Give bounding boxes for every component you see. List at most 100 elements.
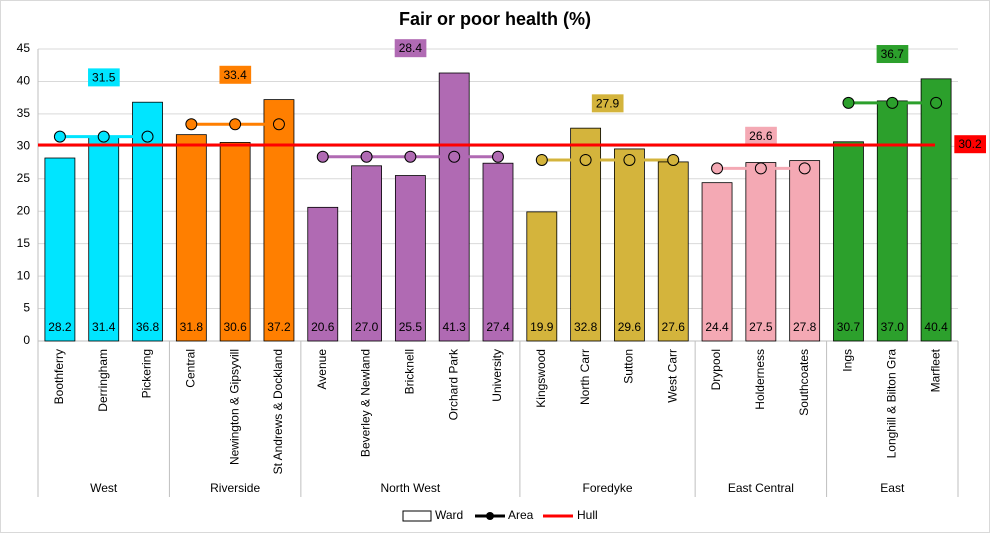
- value-label: 31.4: [92, 320, 116, 334]
- area-point: [492, 150, 504, 163]
- group-label: Riverside: [210, 481, 260, 495]
- bar: [88, 136, 120, 342]
- x-tick-label: St Andrews & Dockland: [271, 349, 285, 474]
- group-label: West: [90, 481, 118, 495]
- value-label: 30.6: [223, 320, 247, 334]
- legend-label: Hull: [577, 508, 598, 522]
- area-label-box: [745, 126, 777, 145]
- area-point: [711, 162, 724, 175]
- x-tick-label: West Carr: [665, 349, 679, 403]
- value-label: 41.3: [443, 320, 467, 334]
- y-tick-label: 45: [17, 41, 31, 55]
- value-label: 30.7: [837, 320, 861, 334]
- area-label-box: [591, 94, 624, 113]
- y-tick-label: 5: [23, 301, 30, 315]
- bar: [833, 141, 864, 342]
- value-label: 19.9: [530, 320, 554, 334]
- value-label: 27.4: [486, 320, 510, 334]
- legend-label: Area: [508, 508, 534, 522]
- x-tick-label: Ings: [841, 349, 855, 372]
- bar: [657, 161, 689, 342]
- legend-label: Ward: [435, 508, 463, 522]
- bar: [745, 162, 777, 342]
- bar: [307, 206, 339, 342]
- bar: [132, 101, 163, 342]
- bar: [789, 160, 821, 342]
- group-label: North West: [380, 481, 440, 495]
- x-tick-label: Newington & Gipsyvill: [227, 349, 241, 465]
- x-tick-label: Sutton: [622, 349, 636, 384]
- x-tick-label: Central: [184, 349, 198, 388]
- value-label: 31.8: [180, 320, 204, 334]
- value-label: 24.4: [705, 320, 729, 334]
- area-point: [316, 150, 329, 163]
- x-tick-label: North Carr: [578, 349, 592, 405]
- value-label: 27.0: [355, 320, 379, 334]
- x-tick-label: Avenue: [315, 349, 329, 390]
- x-tick-label: Drypool: [709, 349, 723, 390]
- area-point: [798, 162, 811, 175]
- hull-label-box: [954, 135, 987, 154]
- value-label: 29.6: [618, 320, 642, 334]
- bar: [219, 142, 251, 342]
- value-label: 20.6: [311, 320, 335, 334]
- legend-swatch: [486, 512, 494, 520]
- y-tick-label: 25: [17, 171, 31, 185]
- area-point: [360, 150, 373, 163]
- area-label-box: [219, 65, 252, 84]
- y-tick-label: 30: [17, 139, 31, 153]
- x-tick-label: Kingswood: [534, 349, 548, 408]
- area-point: [53, 130, 66, 143]
- value-label: 27.8: [793, 320, 817, 334]
- area-label: 31.5: [92, 70, 116, 84]
- value-label: 37.0: [881, 320, 905, 334]
- area-label: 26.6: [749, 129, 773, 143]
- area-point: [842, 96, 855, 109]
- bar: [701, 182, 733, 342]
- group-label: East: [880, 481, 905, 495]
- value-label: 28.2: [48, 320, 72, 334]
- x-tick-label: Longhill & Bilton Gra: [884, 349, 898, 459]
- chart-title: Fair or poor health (%): [399, 9, 591, 29]
- area-point: [448, 150, 461, 163]
- value-label: 27.5: [749, 320, 773, 334]
- bar: [482, 162, 514, 342]
- area-label: 28.4: [399, 41, 423, 55]
- area-label-box: [876, 45, 909, 64]
- y-tick-label: 0: [23, 333, 30, 347]
- x-tick-label: Orchard Park: [446, 348, 460, 420]
- x-tick-label: Bricknell: [403, 349, 417, 394]
- value-label: 37.2: [267, 320, 291, 334]
- bar: [44, 157, 76, 342]
- value-label: 32.8: [574, 320, 598, 334]
- area-point: [185, 118, 198, 131]
- area-label-box: [394, 39, 427, 58]
- area-point: [930, 96, 943, 109]
- bar: [263, 99, 295, 342]
- area-point: [579, 153, 592, 166]
- area-point: [667, 153, 680, 166]
- area-label: 33.4: [223, 68, 247, 82]
- value-label: 40.4: [924, 320, 948, 334]
- x-tick-label: Marfleet: [928, 348, 942, 392]
- x-tick-label: Beverley & Newland: [359, 349, 373, 457]
- y-tick-label: 10: [17, 268, 31, 282]
- area-point: [623, 153, 636, 166]
- group-label: Foredyke: [583, 481, 633, 495]
- area-point: [229, 118, 242, 131]
- area-point: [272, 118, 285, 131]
- area-point: [754, 162, 767, 175]
- area-label-box: [88, 68, 120, 87]
- area-point: [141, 130, 154, 143]
- value-label: 36.8: [136, 320, 160, 334]
- value-label: 25.5: [399, 320, 423, 334]
- y-tick-label: 35: [17, 106, 31, 120]
- x-tick-label: University: [490, 349, 504, 402]
- area-label: 36.7: [881, 47, 905, 61]
- area-point: [535, 153, 548, 166]
- bar: [876, 100, 908, 342]
- bar: [438, 72, 470, 342]
- x-tick-label: Boothferry: [52, 349, 66, 404]
